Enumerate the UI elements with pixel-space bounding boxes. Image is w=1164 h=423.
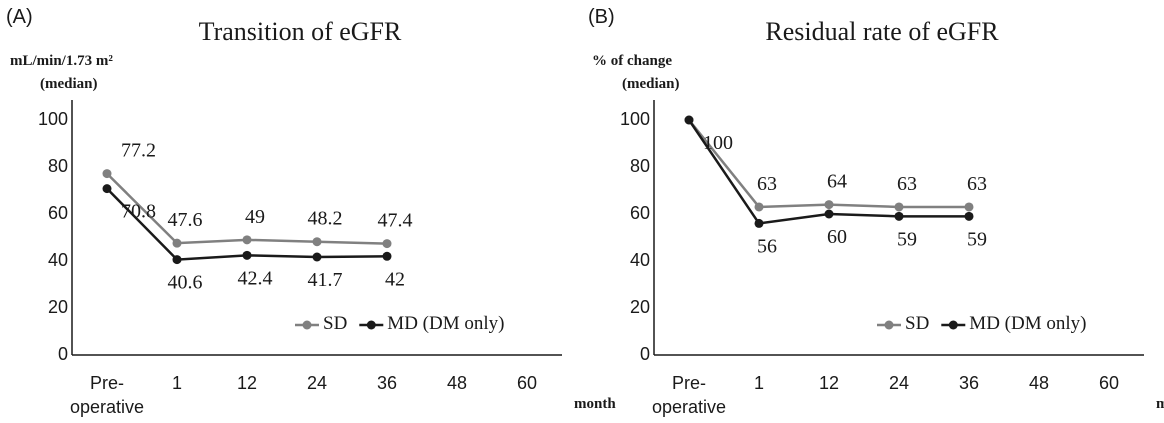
data-label: 41.7 xyxy=(308,269,343,291)
data-label: 47.4 xyxy=(378,209,413,231)
data-label: 77.2 xyxy=(121,139,156,161)
data-label: 63 xyxy=(897,173,917,195)
y-tick-label: 0 xyxy=(640,344,650,364)
y-axis-label: % of change xyxy=(592,53,672,69)
x-tick-label: 12 xyxy=(237,373,257,393)
legend-marker xyxy=(302,320,312,330)
data-point xyxy=(382,239,392,249)
data-point xyxy=(102,169,112,179)
data-point xyxy=(312,237,322,247)
data-point xyxy=(754,202,764,212)
data-point xyxy=(754,218,764,228)
y-tick-label: 100 xyxy=(620,109,650,129)
y-tick-label: 80 xyxy=(48,156,68,176)
x-tick-label: 36 xyxy=(959,373,979,393)
data-point xyxy=(894,211,904,221)
data-point xyxy=(824,200,834,210)
y-tick-label: 20 xyxy=(48,297,68,317)
data-label: 59 xyxy=(897,228,917,250)
data-point xyxy=(172,238,182,248)
data-point xyxy=(894,202,904,212)
x-tick-label: 24 xyxy=(889,373,909,393)
data-point xyxy=(242,250,252,260)
x-axis-label: month xyxy=(1156,396,1164,412)
data-label: 49 xyxy=(245,205,265,227)
x-tick-label: 48 xyxy=(447,373,467,393)
y-tick-label: 20 xyxy=(630,297,650,317)
x-tick-label: 60 xyxy=(1099,373,1119,393)
y-tick-label: 0 xyxy=(58,344,68,364)
data-label: 63 xyxy=(967,173,987,195)
legend-label: SD xyxy=(905,313,929,334)
data-label: 64 xyxy=(827,170,847,192)
data-label: 40.6 xyxy=(168,271,203,293)
data-label: 60 xyxy=(827,226,847,248)
x-tick-label: 36 xyxy=(377,373,397,393)
x-tick-label: 1 xyxy=(172,373,182,393)
data-point xyxy=(242,235,252,245)
data-label: 63 xyxy=(757,173,777,195)
x-tick-label: Pre-operative xyxy=(70,373,144,417)
data-point xyxy=(964,202,974,212)
x-tick-label: 1 xyxy=(754,373,764,393)
data-point xyxy=(964,211,974,221)
x-tick-label: 48 xyxy=(1029,373,1049,393)
data-label: 42 xyxy=(385,268,405,290)
x-axis-label: month xyxy=(574,396,616,412)
chart-title: Transition of eGFR xyxy=(199,17,402,46)
legend-label: MD (DM only) xyxy=(387,313,504,334)
legend-label: SD xyxy=(323,313,347,334)
panel-label: (B) xyxy=(588,6,615,28)
panel-label: (A) xyxy=(6,6,33,28)
legend-marker xyxy=(366,320,376,330)
data-label: 48.2 xyxy=(308,207,343,229)
legend-marker xyxy=(884,320,894,330)
data-point xyxy=(312,252,322,262)
y-axis-label: (median) xyxy=(40,76,98,92)
data-point xyxy=(684,115,694,125)
legend-label: MD (DM only) xyxy=(969,313,1086,334)
y-axis-label: (median) xyxy=(622,76,680,92)
data-label: 56 xyxy=(757,235,777,257)
data-point xyxy=(382,251,392,261)
data-label: 100 xyxy=(703,132,733,154)
data-label: 47.6 xyxy=(168,209,203,231)
y-tick-label: 40 xyxy=(48,250,68,270)
y-tick-label: 100 xyxy=(38,109,68,129)
x-tick-label: 60 xyxy=(517,373,537,393)
y-tick-label: 60 xyxy=(48,203,68,223)
data-label: 70.8 xyxy=(121,200,156,222)
legend-marker xyxy=(948,320,958,330)
x-tick-label: 24 xyxy=(307,373,327,393)
data-label: 59 xyxy=(967,228,987,250)
data-point xyxy=(172,255,182,265)
y-axis-label: mL/min/1.73 m² xyxy=(10,53,113,69)
y-tick-label: 80 xyxy=(630,156,650,176)
data-label: 42.4 xyxy=(238,267,273,289)
x-tick-label: 12 xyxy=(819,373,839,393)
chart-title: Residual rate of eGFR xyxy=(765,17,999,46)
x-tick-label: Pre-operative xyxy=(652,373,726,417)
y-tick-label: 60 xyxy=(630,203,650,223)
data-point xyxy=(824,209,834,219)
y-tick-label: 40 xyxy=(630,250,650,270)
data-point xyxy=(102,184,112,194)
